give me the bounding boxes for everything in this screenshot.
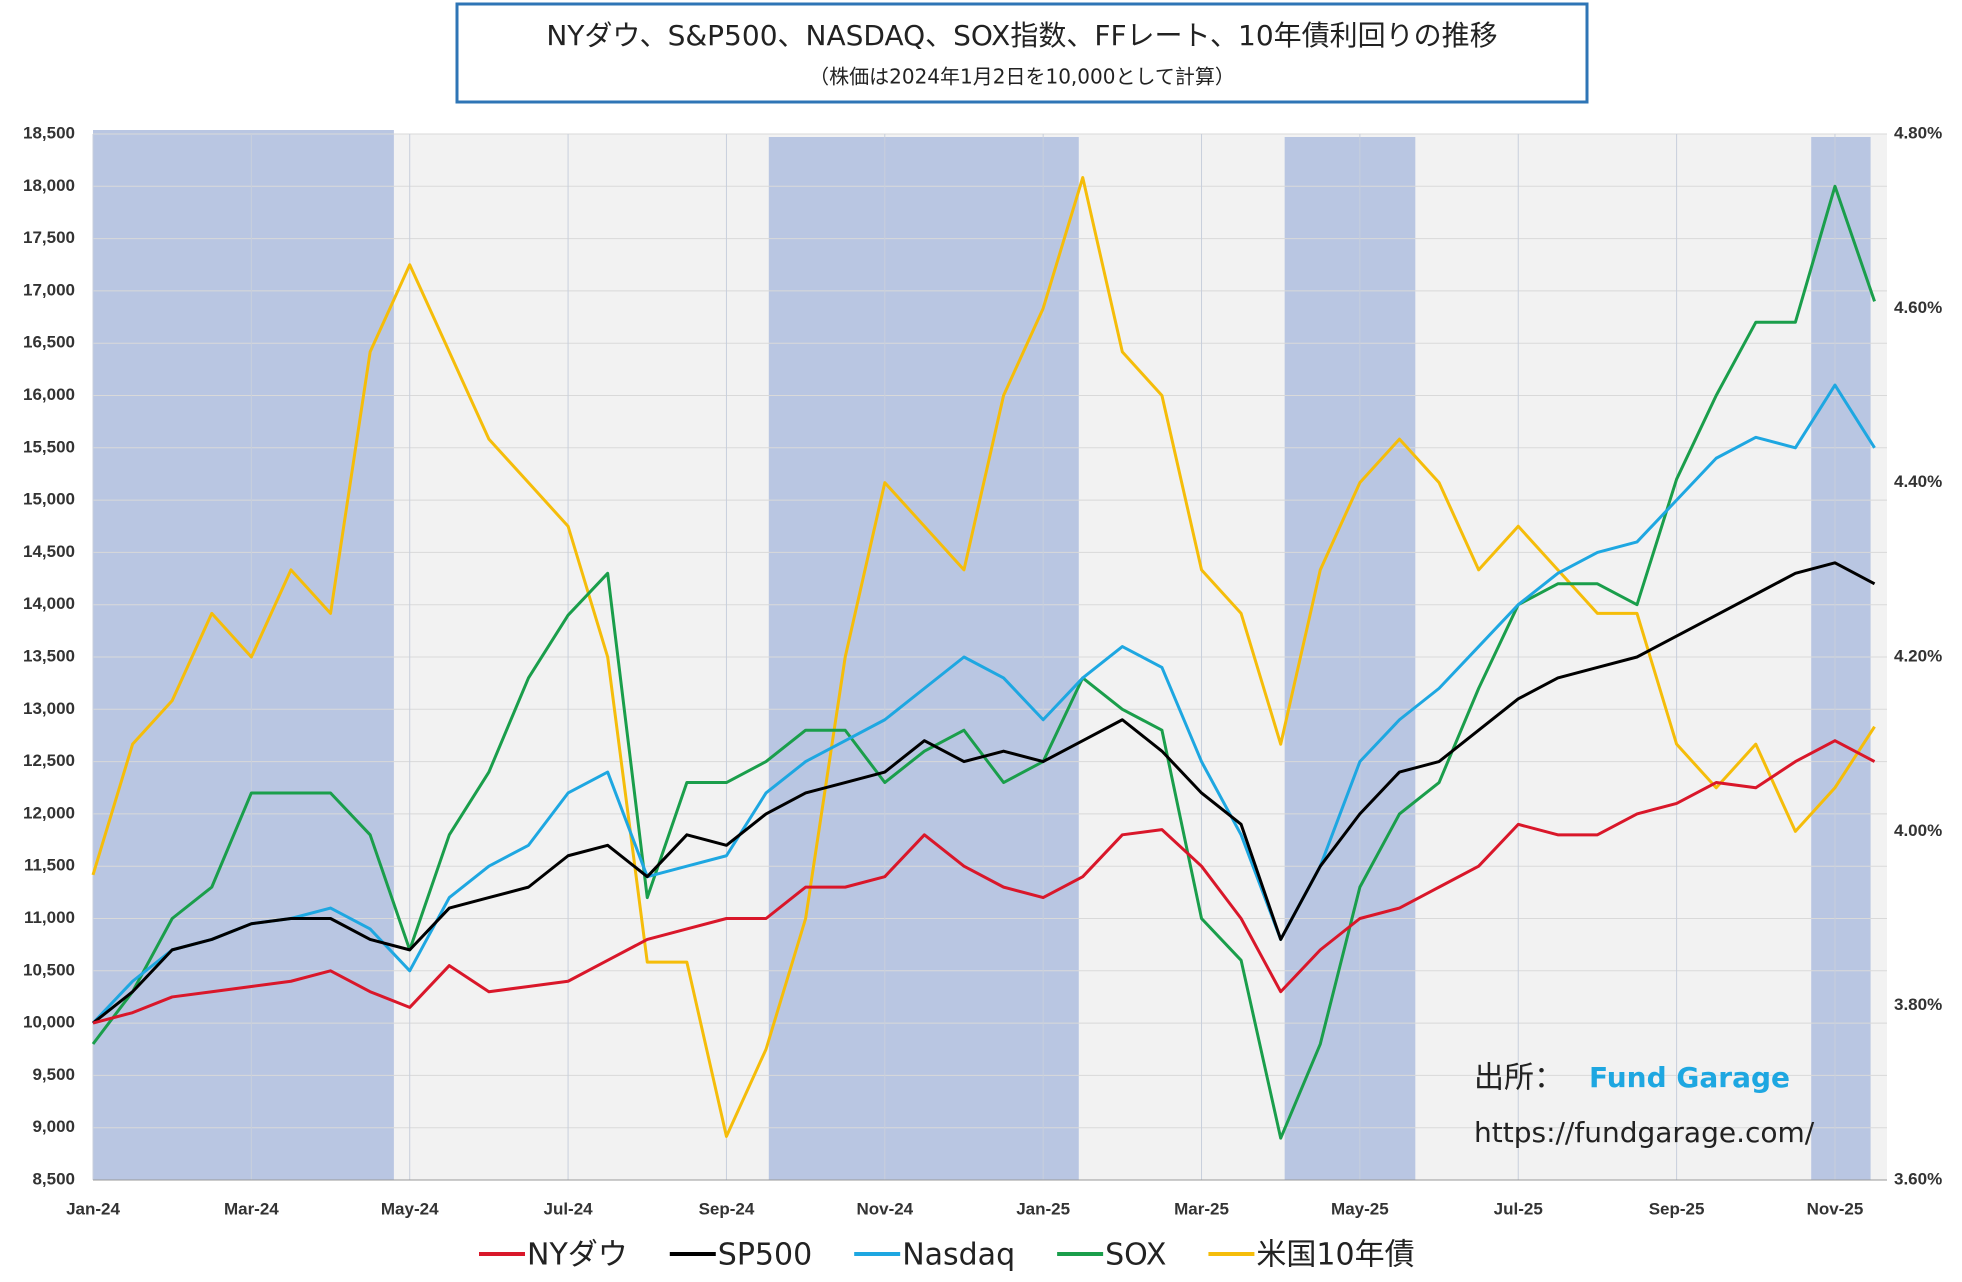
x-tick-label: Jan-25 (1016, 1199, 1070, 1218)
x-tick-label: Sep-25 (1649, 1199, 1705, 1218)
legend-label: Nasdaq (902, 1238, 1015, 1273)
legend-label: NYダウ (527, 1238, 628, 1273)
shaded-period (768, 137, 1079, 1180)
x-tick-label: Jul-25 (1494, 1199, 1543, 1218)
x-tick-label: Jul-24 (544, 1199, 594, 1218)
x-tick-label: Sep-24 (699, 1199, 755, 1218)
y-tick-label: 12,000 (23, 803, 75, 822)
y-tick-label: 11,000 (24, 908, 75, 927)
series-line (91, 383, 1876, 1025)
y-tick-label: 9,500 (32, 1065, 75, 1084)
y-tick-label: 8,500 (32, 1169, 75, 1188)
legend-label: SP500 (718, 1238, 812, 1273)
y-tick-label: 11,500 (24, 856, 75, 875)
y-tick-label: 16,500 (23, 333, 75, 352)
source-name: Fund Garage (1589, 1061, 1790, 1094)
x-tick-label: Mar-25 (1174, 1199, 1229, 1218)
y-tick-label: 9,000 (32, 1117, 75, 1136)
y2-tick-label: 4.80% (1894, 123, 1942, 142)
y-tick-label: 13,500 (23, 646, 75, 665)
series-line (92, 739, 1876, 1025)
x-tick-label: Mar-24 (224, 1199, 279, 1218)
title-box (455, 2, 1589, 104)
x-tick-label: May-24 (381, 1199, 439, 1218)
y-tick-label: 18,500 (23, 123, 75, 142)
legend-label: SOX (1105, 1238, 1166, 1273)
y-tick-label: 14,000 (23, 594, 75, 613)
shaded-period (93, 130, 394, 1180)
x-tick-label: May-25 (1331, 1199, 1389, 1218)
y2-tick-label: 4.60% (1894, 298, 1942, 317)
chart-subtitle: （株価は2024年1月2日を10,000として計算） (809, 65, 1235, 89)
y2-tick-label: 4.00% (1894, 821, 1942, 840)
y-tick-label: 15,000 (23, 490, 75, 509)
x-tick-label: Nov-25 (1807, 1199, 1864, 1218)
y-tick-label: 10,000 (23, 1013, 75, 1032)
y2-tick-label: 4.20% (1894, 646, 1942, 665)
shaded-period (1811, 137, 1871, 1180)
source-url: https://fundgarage.com/ (1474, 1116, 1815, 1149)
shaded-period (1284, 137, 1416, 1180)
y2-tick-label: 4.40% (1894, 472, 1942, 491)
y-tick-label: 12,500 (23, 751, 75, 770)
y-tick-label: 16,000 (23, 385, 75, 404)
source-label: 出所： (1474, 1061, 1564, 1096)
legend-label: 米国10年債 (1256, 1238, 1414, 1273)
y-tick-label: 15,500 (23, 437, 75, 456)
y-tick-label: 17,000 (23, 280, 75, 299)
y-tick-label: 14,500 (23, 542, 75, 561)
y2-tick-label: 3.80% (1894, 995, 1942, 1014)
series-line (92, 561, 1876, 1025)
y-tick-label: 10,500 (23, 960, 75, 979)
y-tick-label: 13,000 (23, 699, 75, 718)
y-tick-label: 18,000 (23, 176, 75, 195)
series-line (91, 176, 1876, 1138)
x-tick-label: Nov-24 (856, 1199, 913, 1218)
y-tick-label: 17,500 (23, 228, 75, 247)
y2-tick-label: 3.60% (1894, 1169, 1942, 1188)
x-tick-label: Jan-24 (66, 1199, 120, 1218)
chart-title: NYダウ、S&P500、NASDAQ、SOX指数、FFレート、10年債利回りの推… (546, 19, 1497, 52)
